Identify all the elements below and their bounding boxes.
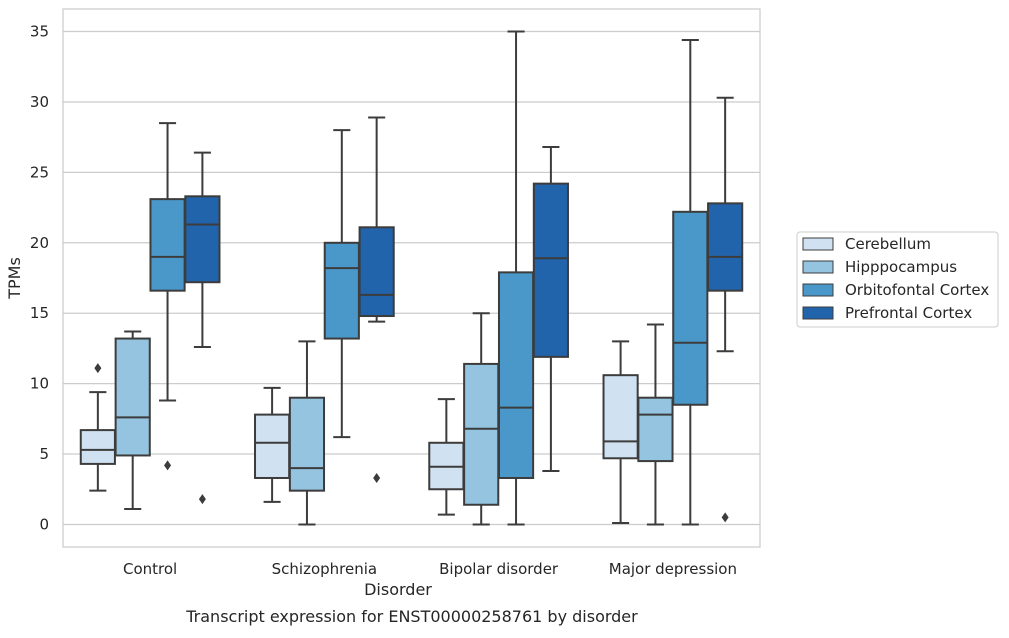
box-iqr <box>602 374 639 460</box>
legend-swatch <box>802 237 834 251</box>
box-iqr <box>114 337 151 457</box>
y-tick-label: 15 <box>30 304 49 322</box>
box-plot <box>672 38 709 526</box>
legend-label: Hipppocampus <box>845 258 957 276</box>
box-iqr <box>532 182 569 358</box>
x-tick-label: Bipolar disorder <box>439 560 559 578</box>
x-tick-labels: Control Schizophrenia Bipolar disorder Majo… <box>123 560 737 578</box>
box-plot <box>497 30 535 526</box>
y-tick-label: 20 <box>30 234 49 252</box>
box-layer <box>79 30 744 526</box>
x-tick-label: Major depression <box>609 560 737 578</box>
box-plot <box>532 146 569 472</box>
outlier-marker <box>373 472 381 483</box>
x-axis-label: Disorder <box>364 580 432 599</box>
legend-swatch <box>802 306 834 320</box>
legend-label: Prefrontal Cortex <box>845 304 972 322</box>
grid-layer <box>63 30 760 526</box>
legend-label: Orbitofontal Cortex <box>845 281 989 299</box>
box-plot <box>463 312 500 526</box>
box-iqr <box>672 210 709 406</box>
y-tick-label: 35 <box>30 23 49 41</box>
box-plot <box>602 340 639 525</box>
box-plot <box>323 129 360 439</box>
y-tick-labels: 0 5 10 15 20 25 30 35 <box>30 23 49 534</box>
box-plot <box>358 116 395 483</box>
box-iqr <box>184 195 221 284</box>
y-tick-label: 25 <box>30 163 49 181</box>
box-iqr <box>497 271 535 479</box>
box-iqr <box>707 202 744 292</box>
box-plot <box>254 386 291 503</box>
outlier-marker <box>198 494 206 505</box>
chart-caption: Transcript expression for ENST0000025876… <box>185 607 638 626</box>
legend-frame <box>796 231 999 328</box>
x-tick-label: Control <box>123 560 177 578</box>
box-iqr <box>149 198 186 292</box>
y-tick-label: 30 <box>30 93 49 111</box>
legend: Cerebellum Hipppocampus Orbitofontal Corte… <box>796 231 999 328</box>
box-plot <box>707 96 744 523</box>
box-plot <box>79 363 116 492</box>
box-iqr <box>79 429 116 465</box>
box-iqr <box>637 396 674 463</box>
box-plot <box>637 323 674 526</box>
outlier-marker <box>94 363 102 374</box>
box-iqr <box>254 413 291 479</box>
legend-label: Cerebellum <box>845 235 931 253</box>
plot-frame <box>62 8 761 548</box>
legend-swatch <box>802 260 834 274</box>
box-plot <box>288 340 326 526</box>
outlier-marker <box>164 460 172 471</box>
legend-swatch <box>802 283 834 297</box>
box-iqr <box>463 362 500 506</box>
box-plot <box>114 330 151 510</box>
box-iqr <box>323 241 360 340</box>
box-iqr <box>358 226 395 318</box>
y-tick-label: 5 <box>39 445 49 463</box>
box-iqr <box>288 396 326 492</box>
outlier-marker <box>721 512 729 523</box>
x-tick-label: Schizophrenia <box>272 560 377 578</box>
y-axis-label: TPMs <box>5 257 24 300</box>
box-plot <box>184 151 221 505</box>
y-tick-label: 0 <box>39 515 49 533</box>
y-tick-label: 10 <box>30 375 49 393</box>
